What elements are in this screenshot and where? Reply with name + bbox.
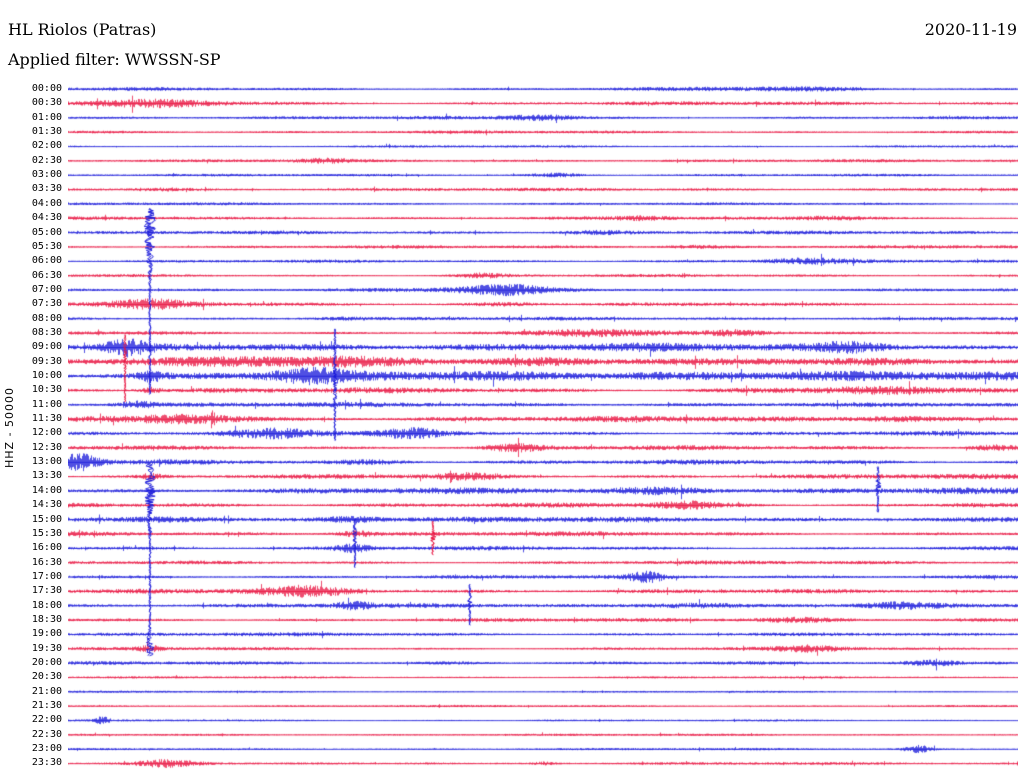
time-label: 01:00: [31, 111, 62, 123]
time-label: 10:30: [31, 384, 62, 396]
time-label: 22:00: [31, 714, 62, 726]
time-label: 13:00: [31, 456, 62, 468]
time-label: 18:30: [31, 613, 62, 625]
time-label: 08:00: [31, 312, 62, 324]
filter-label: Applied filter: WWSSN-SP: [8, 50, 221, 69]
time-label: 16:00: [31, 542, 62, 554]
time-label: 04:30: [31, 212, 62, 224]
time-label: 20:00: [31, 657, 62, 668]
time-label: 22:30: [31, 728, 62, 740]
time-label: 14:30: [31, 499, 62, 511]
time-label: 07:30: [31, 298, 62, 310]
time-label: 01:30: [31, 126, 62, 138]
time-label: 03:30: [31, 183, 62, 195]
time-label: 16:30: [31, 556, 62, 568]
seismogram-canvas: [68, 82, 1018, 774]
time-label: 12:00: [31, 427, 62, 439]
time-label: 02:30: [31, 154, 62, 166]
time-label: 23:00: [31, 743, 62, 755]
time-label: 15:00: [31, 513, 62, 525]
time-label: 15:30: [31, 527, 62, 539]
time-label: 05:30: [31, 240, 62, 252]
time-label: 04:00: [31, 197, 62, 209]
time-label: 03:00: [31, 169, 62, 181]
time-label: 17:00: [31, 570, 62, 582]
time-label: 21:00: [31, 685, 62, 697]
time-label: 00:30: [31, 97, 62, 109]
time-label: 12:30: [31, 441, 62, 453]
time-label: 13:30: [31, 470, 62, 482]
time-label: 08:30: [31, 326, 62, 338]
time-label: 11:30: [31, 413, 62, 425]
time-label: 19:00: [31, 628, 62, 640]
time-label: 14:00: [31, 484, 62, 496]
time-label: 07:00: [31, 283, 62, 295]
time-label: 02:00: [31, 140, 62, 152]
time-label: 18:00: [31, 599, 62, 611]
time-label: 09:00: [31, 341, 62, 353]
time-label: 09:30: [31, 355, 62, 367]
time-label: 06:00: [31, 255, 62, 267]
time-label: 05:00: [31, 226, 62, 238]
time-label: 21:30: [31, 700, 62, 712]
time-label: 17:30: [31, 585, 62, 597]
time-label-column: 00:00 00:30 01:00 01:30 02:00 02:30 03:00 03:30…: [0, 0, 64, 780]
time-label: 06:30: [31, 269, 62, 281]
time-label: 11:00: [31, 398, 62, 410]
time-label: 20:30: [31, 671, 62, 683]
time-label: 19:30: [31, 642, 62, 654]
time-label: 00:00: [31, 83, 62, 94]
time-label: 10:00: [31, 370, 62, 381]
station-title: HL Riolos (Patras): [8, 20, 157, 39]
time-label: 23:30: [31, 757, 62, 769]
date-label: 2020-11-19: [924, 20, 1017, 39]
